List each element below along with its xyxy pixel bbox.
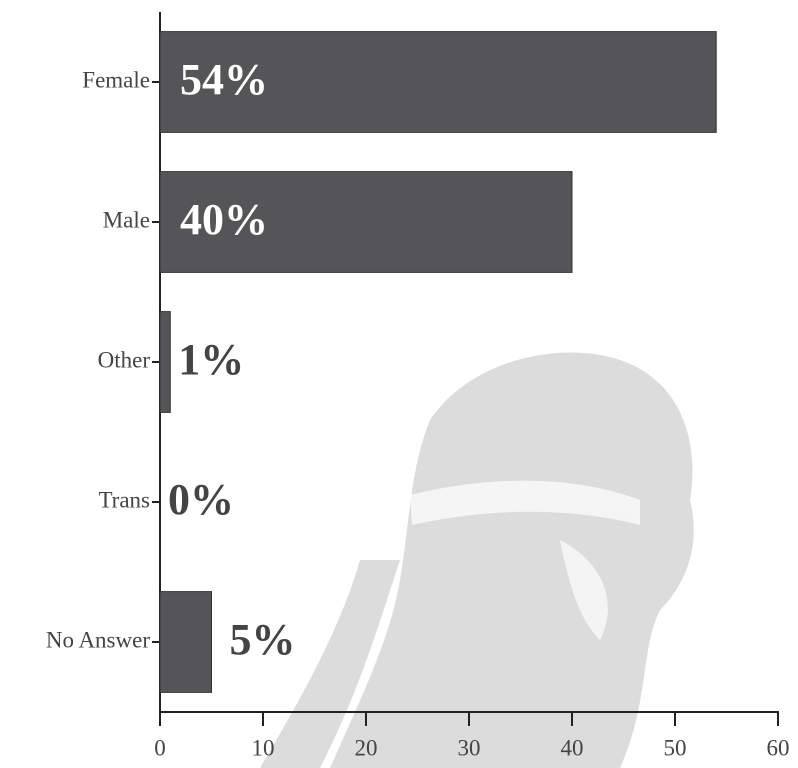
watermark-detail: [410, 480, 640, 640]
x-tick-label: 50: [664, 735, 687, 760]
bar: [159, 311, 171, 413]
y-tick-label: Male: [103, 207, 150, 232]
bar: [159, 171, 573, 273]
x-tick-label: 0: [154, 735, 166, 760]
bar: [159, 591, 212, 693]
watermark: [260, 352, 694, 768]
y-tick-label: No Answer: [46, 627, 150, 652]
value-label: 5%: [230, 615, 296, 664]
y-tick-label: Other: [98, 347, 151, 372]
x-tick-label: 10: [252, 735, 275, 760]
bar: [159, 31, 717, 133]
x-tick-label: 60: [767, 735, 790, 760]
x-tick-label: 40: [561, 735, 584, 760]
value-label: 40%: [180, 195, 268, 244]
value-label: 54%: [180, 55, 268, 104]
y-tick-label: Female: [82, 67, 150, 92]
x-tick-label: 30: [458, 735, 481, 760]
value-label: 0%: [168, 475, 234, 524]
x-tick-label: 20: [355, 735, 378, 760]
y-tick-label: Trans: [98, 487, 150, 512]
value-label: 1%: [178, 335, 244, 384]
